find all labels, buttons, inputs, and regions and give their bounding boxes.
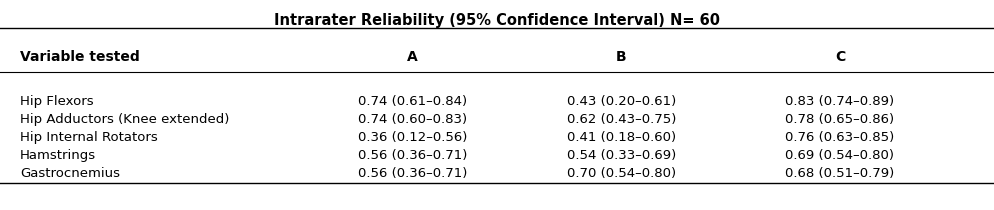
Text: Gastrocnemius: Gastrocnemius <box>20 167 120 180</box>
Text: 0.70 (0.54–0.80): 0.70 (0.54–0.80) <box>567 167 676 180</box>
Text: A: A <box>408 50 417 64</box>
Text: Intrarater Reliability (95% Confidence Interval) N= 60: Intrarater Reliability (95% Confidence I… <box>274 13 720 28</box>
Text: Hip Internal Rotators: Hip Internal Rotators <box>20 131 158 144</box>
Text: Hip Flexors: Hip Flexors <box>20 95 93 108</box>
Text: Hip Adductors (Knee extended): Hip Adductors (Knee extended) <box>20 113 230 126</box>
Text: Variable tested: Variable tested <box>20 50 139 64</box>
Text: 0.43 (0.20–0.61): 0.43 (0.20–0.61) <box>567 95 676 108</box>
Text: 0.78 (0.65–0.86): 0.78 (0.65–0.86) <box>785 113 895 126</box>
Text: 0.36 (0.12–0.56): 0.36 (0.12–0.56) <box>358 131 467 144</box>
Text: 0.83 (0.74–0.89): 0.83 (0.74–0.89) <box>785 95 895 108</box>
Text: 0.56 (0.36–0.71): 0.56 (0.36–0.71) <box>358 149 467 162</box>
Text: 0.41 (0.18–0.60): 0.41 (0.18–0.60) <box>567 131 676 144</box>
Text: 0.76 (0.63–0.85): 0.76 (0.63–0.85) <box>785 131 895 144</box>
Text: 0.68 (0.51–0.79): 0.68 (0.51–0.79) <box>785 167 895 180</box>
Text: 0.69 (0.54–0.80): 0.69 (0.54–0.80) <box>785 149 895 162</box>
Text: 0.56 (0.36–0.71): 0.56 (0.36–0.71) <box>358 167 467 180</box>
Text: 0.54 (0.33–0.69): 0.54 (0.33–0.69) <box>567 149 676 162</box>
Text: 0.62 (0.43–0.75): 0.62 (0.43–0.75) <box>567 113 676 126</box>
Text: C: C <box>835 50 845 64</box>
Text: Hamstrings: Hamstrings <box>20 149 96 162</box>
Text: 0.74 (0.61–0.84): 0.74 (0.61–0.84) <box>358 95 467 108</box>
Text: B: B <box>616 50 626 64</box>
Text: 0.74 (0.60–0.83): 0.74 (0.60–0.83) <box>358 113 467 126</box>
